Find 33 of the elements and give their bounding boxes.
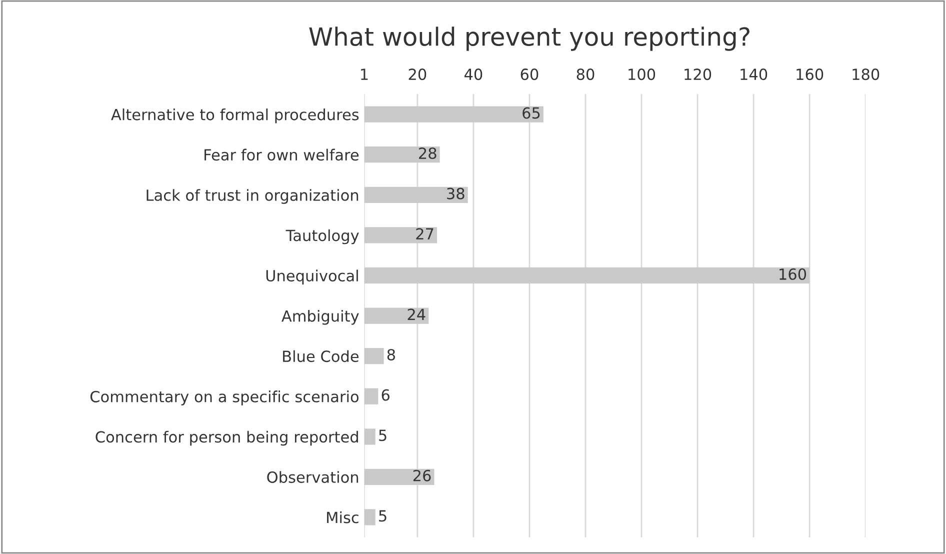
x-tick-label: 80: [576, 68, 594, 80]
y-tick-label: Concern for person being reported: [96, 430, 358, 446]
y-tick-label: Ambiguity: [282, 310, 359, 325]
data-label: 160: [780, 268, 806, 280]
y-tick-label: Observation: [267, 471, 358, 483]
chart-title: What would prevent you reporting?: [309, 26, 750, 51]
y-tick-label: Blue Code: [283, 350, 359, 362]
data-label: 5: [379, 510, 386, 522]
x-tick-label: 20: [408, 68, 426, 80]
data-label: 24: [408, 308, 426, 320]
data-label: 8: [387, 348, 395, 361]
y-tick-label: Tautology: [286, 229, 359, 244]
data-label: 28: [419, 147, 436, 160]
x-tick-label: 40: [464, 68, 482, 80]
x-tick-label: 140: [740, 68, 768, 80]
x-tick-label: 1: [361, 68, 368, 80]
y-tick-label: Alternative to formal procedures: [111, 108, 359, 124]
data-label: 38: [447, 188, 464, 200]
data-label: 5: [379, 430, 386, 442]
x-tick-label: 160: [796, 68, 824, 80]
y-tick-label: Misc: [327, 511, 358, 524]
x-tick-label: 180: [852, 68, 880, 80]
y-tick-label: Fear for own welfare: [204, 148, 359, 161]
x-tick-label: 120: [684, 68, 712, 80]
data-label: 6: [382, 389, 390, 401]
data-label: 26: [413, 470, 431, 482]
y-tick-label: Unequivocal: [266, 270, 358, 284]
x-tick-label: 100: [628, 68, 656, 80]
x-tick-label: 60: [520, 68, 538, 80]
data-label: 65: [522, 107, 540, 119]
data-label: 27: [416, 228, 434, 240]
y-tick-label: Lack of trust in organization: [146, 189, 358, 204]
y-tick-label: Commentary on a specific scenario: [90, 390, 359, 406]
